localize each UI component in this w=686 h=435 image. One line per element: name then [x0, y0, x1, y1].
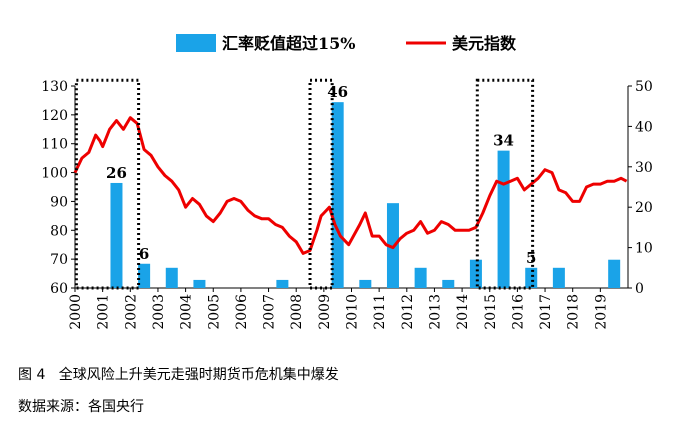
- x-tick-label: 2006: [234, 294, 250, 330]
- source-caption: 数据来源：各国央行: [18, 399, 144, 415]
- x-tick-label: 2009: [317, 294, 333, 330]
- left-tick-label: 100: [41, 166, 68, 182]
- legend-line-label: 美元指数: [452, 34, 517, 53]
- legend-bar-label: 汇率贬值超过15%: [222, 34, 355, 53]
- x-tick-label: 2002: [123, 294, 139, 330]
- bar: [525, 267, 538, 288]
- right-tick-label: 0: [635, 281, 644, 297]
- bar-value-label: 34: [493, 132, 514, 150]
- bar: [442, 279, 455, 288]
- right-tick-label: 30: [635, 160, 653, 176]
- x-tick-label: 2015: [483, 294, 499, 330]
- left-tick-label: 110: [41, 137, 68, 153]
- x-tick-label: 2010: [345, 294, 361, 330]
- bar-value-label: 5: [526, 249, 536, 267]
- bar: [110, 182, 123, 288]
- highlight-box: [475, 78, 535, 290]
- figure-caption: 图 4 全球风险上升美元走强时期货币危机集中爆发: [18, 367, 339, 383]
- x-tick-label: 2005: [206, 294, 222, 330]
- x-tick-label: 2016: [510, 294, 526, 330]
- bar: [469, 259, 482, 288]
- left-tick-label: 80: [50, 223, 68, 239]
- bar: [608, 259, 621, 288]
- legend: 汇率贬值超过15% 美元指数: [176, 34, 517, 53]
- bar-value-label: 6: [139, 245, 149, 263]
- chart: 汇率贬值超过15% 美元指数 60 70 80 90 100 110 120 130 0 10 20…: [41, 34, 653, 330]
- legend-bar-swatch: [176, 34, 216, 52]
- x-tick-label: 2001: [96, 294, 112, 330]
- highlight-box: [308, 78, 334, 290]
- x-tick-label: 2012: [400, 294, 416, 330]
- bar: [165, 267, 178, 288]
- x-tick-label: 2007: [262, 294, 278, 330]
- x-tick-label: 2011: [372, 294, 388, 330]
- right-tick-label: 20: [635, 200, 653, 216]
- x-tick-label: 2008: [289, 294, 305, 330]
- x-tick-label: 2003: [151, 294, 167, 330]
- plot-area: 60 70 80 90 100 110 120 130 0 10 20 30 40 50 2000 2001 2…: [41, 78, 653, 330]
- x-tick-label: 2019: [593, 294, 609, 330]
- right-tick-label: 50: [635, 79, 653, 95]
- left-tick-label: 120: [41, 108, 68, 124]
- left-tick-label: 70: [50, 252, 68, 268]
- bar: [331, 102, 344, 288]
- bar: [414, 267, 427, 288]
- bar: [138, 263, 151, 288]
- left-tick-label: 130: [41, 79, 68, 95]
- right-tick-label: 40: [635, 119, 653, 135]
- x-tick-label: 2000: [68, 294, 84, 330]
- right-tick-label: 10: [635, 241, 653, 257]
- bar: [193, 279, 206, 288]
- bar-value-label: 26: [106, 164, 127, 182]
- x-tick-label: 2017: [538, 294, 554, 330]
- bar: [497, 150, 510, 288]
- bar: [359, 279, 372, 288]
- highlight-box: [74, 78, 141, 290]
- bar: [552, 267, 565, 288]
- x-tick-label: 2014: [455, 294, 471, 330]
- bar-value-label: 46: [327, 83, 348, 101]
- bar: [276, 279, 289, 288]
- x-tick-label: 2004: [179, 294, 195, 330]
- left-tick-label: 90: [50, 194, 68, 210]
- x-tick-label: 2013: [427, 294, 443, 330]
- dollar-index-line: [73, 116, 628, 255]
- x-tick-label: 2018: [566, 294, 582, 330]
- left-tick-label: 60: [50, 281, 68, 297]
